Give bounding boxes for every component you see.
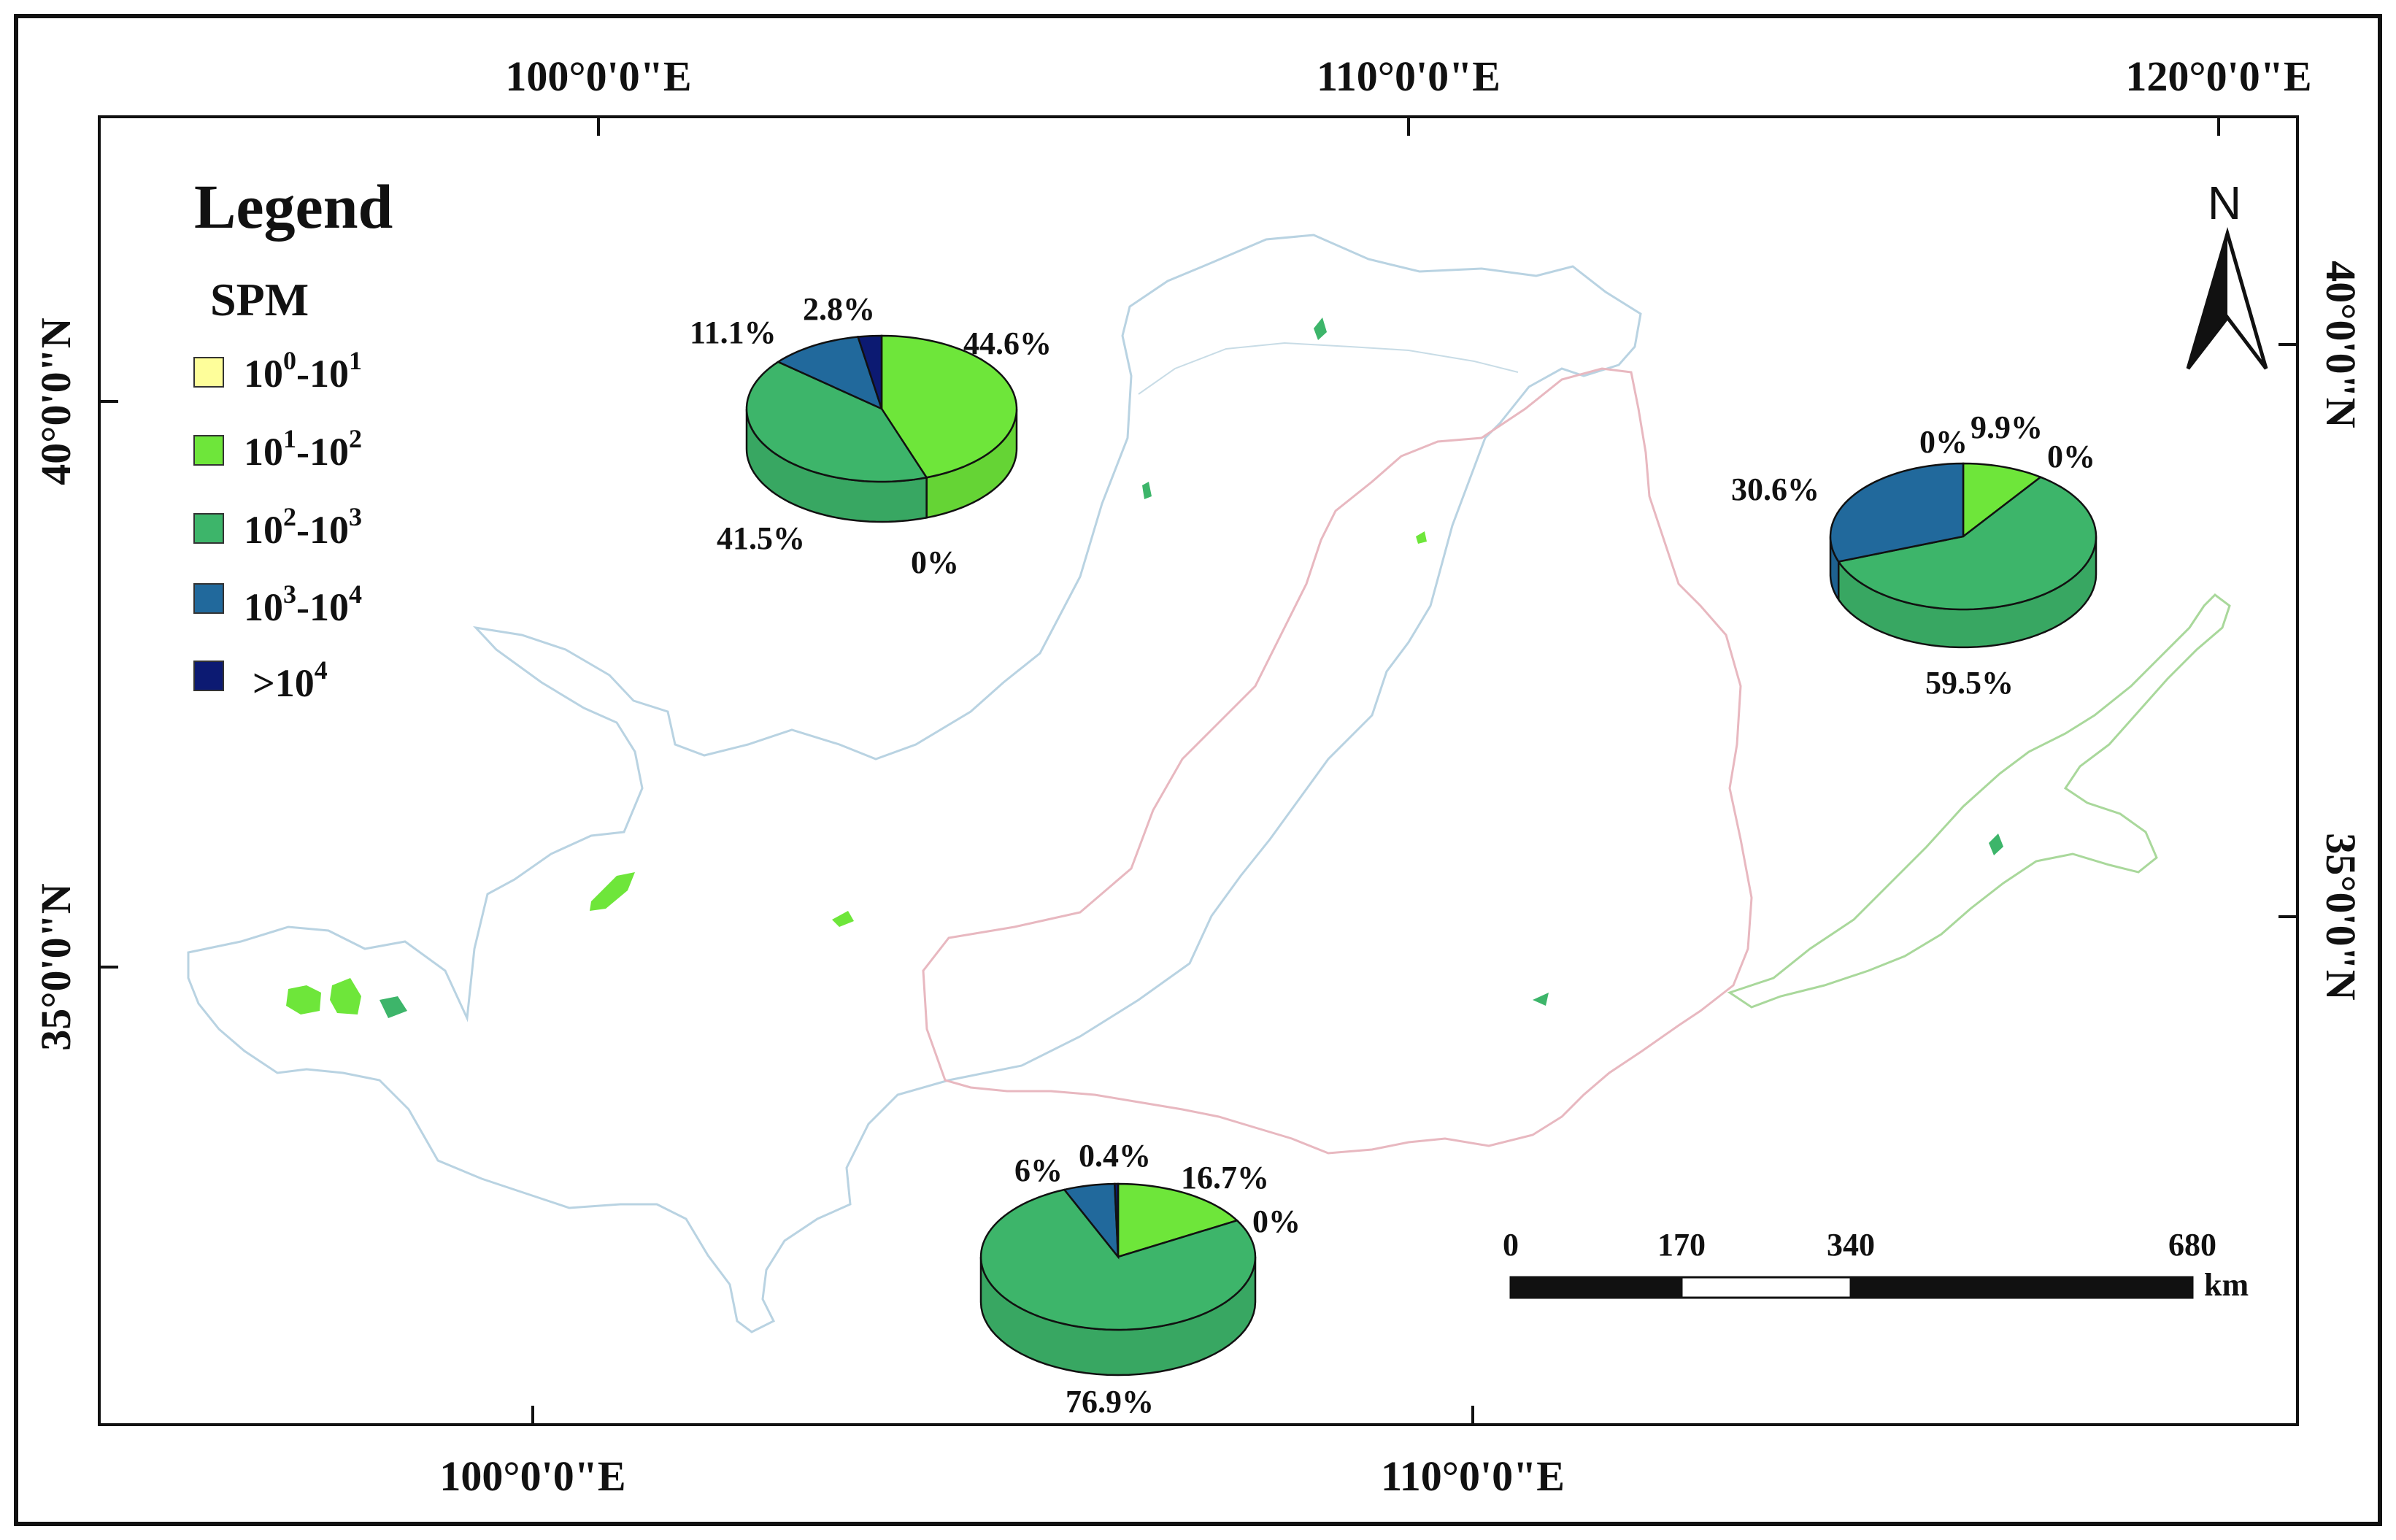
- pie-label: 59.5%: [1925, 665, 2014, 701]
- pie-label: 44.6%: [963, 326, 1052, 361]
- legend-label-3: 103-104: [244, 580, 362, 629]
- pie-label: 9.9%: [1971, 409, 2043, 445]
- spm-patch: [1416, 531, 1427, 544]
- graticule-ticks: [99, 117, 2297, 1425]
- scale-segment-3: [1849, 1276, 2194, 1299]
- pie-chart-middle: [979, 1182, 1257, 1377]
- pie-slice-10-1-10-2: [880, 334, 1018, 479]
- spm-patch: [1314, 317, 1327, 340]
- middle-basin-outline: [922, 367, 1753, 1155]
- pie-label: 0.4%: [1079, 1138, 1151, 1174]
- coord-bottom-2: 110°0'0"E: [1381, 1452, 1565, 1500]
- legend-swatch-3: [193, 583, 224, 614]
- pie-slice-10-2-10-3: [1837, 476, 2098, 611]
- legend: Legend SPM 100-101 101-102 102-103 103-1…: [193, 172, 393, 705]
- coord-left-1: 40°0'0"N: [32, 317, 80, 485]
- outer-frame: [14, 14, 2382, 1526]
- spm-patch: [832, 911, 854, 927]
- pie-label: 30.6%: [1731, 471, 1819, 507]
- pie-slice-10-3-10-4: [1063, 1182, 1120, 1260]
- coord-right-1: 40°0'0"N: [2317, 261, 2365, 428]
- legend-swatch-4: [193, 661, 224, 691]
- coord-bottom-1: 100°0'0"E: [439, 1452, 625, 1500]
- spm-patch: [380, 996, 407, 1018]
- scale-segment-1: [1509, 1276, 1683, 1299]
- legend-swatch-0: [193, 357, 224, 388]
- spm-patch: [1533, 993, 1549, 1006]
- upper-basin-outline: [187, 234, 1642, 1333]
- pie-labels-middle: 16.7% 0% 76.9% 6% 0.4%: [1014, 1138, 1301, 1420]
- pie-slice-10-2-10-3: [745, 361, 928, 483]
- pie-slice--10-4: [856, 334, 883, 409]
- pie-label: 0%: [911, 544, 959, 580]
- legend-label-2: 102-103: [244, 502, 362, 552]
- coord-top-3: 120°0'0"E: [2125, 53, 2311, 100]
- pie-label: 6%: [1014, 1152, 1063, 1188]
- scale-label-680: 680: [2168, 1227, 2216, 1263]
- pie-labels-lower: 9.9% 0% 0% 30.6% 59.5%: [1731, 409, 2095, 701]
- coord-top-2: 110°0'0"E: [1317, 53, 1501, 100]
- legend-label-4: >104: [253, 655, 328, 705]
- scale-segment-2: [1680, 1276, 1852, 1299]
- scale-label-340: 340: [1827, 1227, 1875, 1263]
- basin-map: [187, 234, 2231, 1333]
- spm-patch: [1142, 482, 1152, 499]
- map-frame: [98, 115, 2299, 1426]
- spm-patch: [330, 978, 361, 1015]
- scale-label-170: 170: [1657, 1227, 1706, 1263]
- pie-slice-10-3-10-4: [776, 336, 884, 411]
- scale-bar: 0 170 340 680 km: [1503, 1227, 2249, 1303]
- coord-left-2: 35°0'0"N: [32, 883, 80, 1051]
- legend-label-0: 100-101: [244, 346, 362, 396]
- legend-label-1: 101-102: [244, 424, 362, 474]
- pie-chart-upper: [745, 334, 1018, 523]
- legend-swatch-2: [193, 513, 224, 544]
- lower-basin-outline: [1727, 593, 2231, 1009]
- legend-title: Legend: [194, 172, 393, 242]
- north-arrow-shaded-icon: [2188, 234, 2227, 369]
- spm-patches: [286, 317, 2003, 1018]
- spm-patch: [1989, 833, 2003, 855]
- pie-slice-10-1-10-2: [1117, 1182, 1239, 1258]
- coord-top-1: 100°0'0"E: [505, 53, 691, 100]
- north-arrow-label: N: [2208, 177, 2241, 229]
- legend-subtitle: SPM: [210, 274, 309, 326]
- pie-label: 16.7%: [1181, 1160, 1269, 1196]
- pie-label: 76.9%: [1066, 1384, 1154, 1420]
- pie-label: 0%: [1919, 424, 1968, 460]
- pie-slice-10-1-10-2: [1962, 462, 2043, 539]
- north-arrow: N: [2186, 177, 2268, 370]
- pie-label: 11.1%: [690, 315, 777, 350]
- coord-right-2: 35°0'0"N: [2317, 833, 2365, 1001]
- pie-slice-10-3-10-4: [1829, 462, 1965, 563]
- spm-patch: [590, 872, 635, 911]
- scale-unit: km: [2204, 1267, 2249, 1303]
- pie-label: 2.8%: [803, 291, 875, 327]
- pie-label: 0%: [1252, 1204, 1301, 1239]
- pie-label: 41.5%: [717, 520, 805, 556]
- legend-swatch-1: [193, 435, 224, 466]
- spm-patch: [286, 985, 321, 1015]
- pie-slice-10-2-10-3: [979, 1188, 1257, 1331]
- scale-label-0: 0: [1503, 1227, 1519, 1263]
- pie-slice--10-4: [1113, 1182, 1120, 1258]
- inner-river-line: [1138, 342, 1519, 395]
- pie-label: 0%: [2047, 439, 2095, 474]
- pie-labels-upper: 44.6% 41.5% 11.1% 2.8% 0%: [690, 291, 1052, 580]
- pie-chart-lower: [1829, 462, 2098, 649]
